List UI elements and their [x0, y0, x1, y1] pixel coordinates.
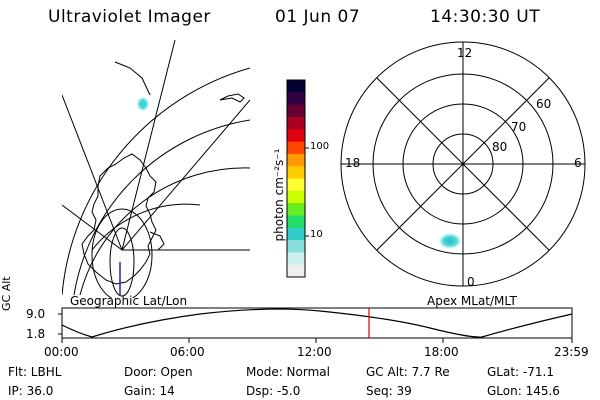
colorbar-band — [287, 92, 305, 106]
aurora-spot-geo — [136, 96, 150, 112]
colorbar-tick-label-100: 100 — [310, 141, 330, 152]
colorbar-band — [287, 240, 305, 253]
colorbar-band — [287, 166, 305, 179]
island-coastline — [219, 93, 245, 103]
colorbar-frame — [286, 79, 306, 278]
colorbar-tick-label-10: 10 — [310, 229, 323, 240]
date-label: 01 Jun 07 — [275, 7, 361, 27]
geographic-caption: Geographic Lat/Lon — [70, 294, 188, 308]
pole-circle-inner — [109, 227, 135, 297]
lat-circle — [79, 167, 250, 296]
time-label: 14:30:30 UT — [430, 7, 541, 27]
gc-alt-ytick-1.8: 1.8 — [26, 327, 46, 341]
gc-alt-ylabel: GC Alt — [0, 276, 13, 311]
status-dsp: Dsp: -5.0 — [246, 384, 301, 398]
mlat-label-70: 70 — [511, 120, 527, 134]
colorbar-unit-label: photon cm⁻²s⁻¹ — [272, 148, 286, 242]
lat-circle — [73, 119, 250, 296]
status-glat: GLat: -71.1 — [487, 365, 554, 379]
status-door: Door: Open — [124, 365, 193, 379]
mlt-label-6: 6 — [574, 156, 582, 170]
meridian-line — [121, 40, 176, 251]
colorbar-band — [287, 141, 305, 155]
colorbar-band — [287, 116, 305, 130]
colorbar-band — [287, 129, 305, 143]
mlt-label-12: 12 — [457, 46, 473, 60]
colorbar-band — [287, 190, 305, 204]
status-seq: Seq: 39 — [366, 384, 412, 398]
antarctica-coastline — [81, 153, 157, 285]
mlat-label-80: 80 — [492, 140, 508, 154]
status-ip: IP: 36.0 — [8, 384, 54, 398]
colorbar-band — [287, 227, 305, 241]
lat-circle — [91, 203, 201, 251]
polar-caption: Apex MLat/MLT — [427, 294, 517, 308]
pole-circle — [91, 208, 153, 298]
mlt-label-18: 18 — [345, 156, 361, 170]
meridian-line — [62, 94, 123, 251]
x-tick-2359: 23:59 — [554, 345, 589, 359]
meridian-line — [121, 99, 250, 251]
mlt-label-0: 0 — [467, 275, 475, 289]
status-glon: GLon: 145.6 — [487, 384, 560, 398]
colorbar — [287, 80, 305, 278]
meridian-line — [62, 204, 123, 251]
colorbar-band — [287, 203, 305, 216]
colorbar-band — [287, 178, 305, 192]
status-gc-alt: GC Alt: 7.7 Re — [366, 365, 450, 379]
colorbar-band — [287, 252, 305, 266]
coast-detail — [114, 61, 151, 96]
aurora-spot-polar — [437, 232, 463, 250]
gc-alt-ytick-9: 9.0 — [26, 307, 46, 321]
x-tick-06: 06:00 — [170, 345, 205, 359]
gc-alt-ticks — [58, 313, 573, 343]
colorbar-band — [287, 80, 305, 93]
status-gain: Gain: 14 — [124, 384, 175, 398]
x-tick-00: 00:00 — [44, 345, 79, 359]
gc-alt-curve — [61, 308, 573, 338]
colorbar-band — [287, 215, 305, 229]
x-tick-18: 18:00 — [424, 345, 459, 359]
coast-detail — [149, 231, 165, 251]
status-mode: Mode: Normal — [246, 365, 330, 379]
mlat-label-60: 60 — [536, 97, 552, 111]
colorbar-band — [287, 153, 305, 167]
colorbar-band — [287, 264, 305, 278]
lat-circle — [62, 67, 250, 296]
instrument-title: Ultraviolet Imager — [48, 7, 211, 27]
geographic-map — [62, 40, 250, 298]
gc-alt-frame — [61, 307, 573, 339]
status-flt: Flt: LBHL — [8, 365, 62, 379]
colorbar-band — [287, 104, 305, 118]
x-tick-12: 12:00 — [297, 345, 332, 359]
polar-grid — [340, 41, 586, 287]
